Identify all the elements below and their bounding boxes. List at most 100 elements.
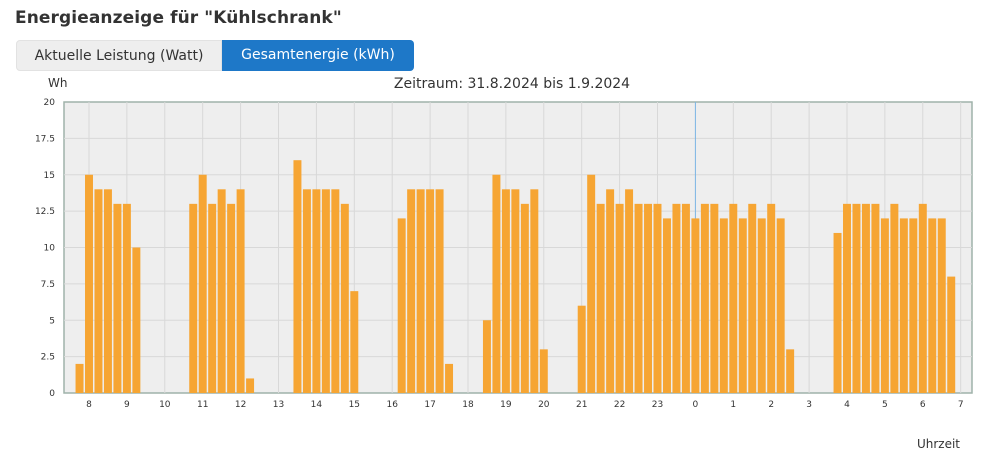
tab-total-energy[interactable]: Gesamtenergie (kWh) xyxy=(222,40,414,71)
view-tabs: Aktuelle Leistung (Watt) Gesamtenergie (… xyxy=(16,40,414,71)
bar xyxy=(397,218,406,393)
bar xyxy=(937,218,946,393)
bar xyxy=(407,189,416,393)
bar xyxy=(757,218,766,393)
bar xyxy=(644,203,653,393)
bar xyxy=(729,203,738,393)
bar xyxy=(445,363,454,393)
bar xyxy=(947,276,956,393)
bar xyxy=(928,218,937,393)
bar xyxy=(122,203,131,393)
x-tick-label: 12 xyxy=(235,400,246,410)
bar xyxy=(103,189,112,393)
bar xyxy=(511,189,520,393)
x-tick-label: 11 xyxy=(197,400,208,410)
bar xyxy=(85,174,93,393)
bar xyxy=(539,349,548,393)
x-tick-label: 21 xyxy=(576,400,587,410)
bar xyxy=(700,203,709,393)
x-tick-label: 6 xyxy=(920,400,926,410)
x-tick-label: 2 xyxy=(768,400,774,410)
bar xyxy=(416,189,425,393)
bar xyxy=(738,218,747,393)
bar xyxy=(596,203,605,393)
bar xyxy=(340,203,349,393)
bar xyxy=(852,203,861,393)
bar-series xyxy=(75,160,956,393)
y-tick-labels: 0 2.5 5 7.5 10 12.5 15 17.5 20 xyxy=(35,98,55,399)
y-tick-label: 0 xyxy=(49,389,55,399)
x-tick-labels: 8 9 10 11 12 13 14 15 16 17 18 19 20 21 22 23 0 1 2 3 4 5 6 7 xyxy=(86,400,963,410)
bar xyxy=(909,218,918,393)
bar xyxy=(899,218,908,393)
bar xyxy=(691,218,700,393)
bar xyxy=(246,378,255,393)
x-axis-label: Uhrzeit xyxy=(917,437,960,451)
bar xyxy=(880,218,889,393)
bar xyxy=(350,291,359,393)
bar xyxy=(198,174,207,393)
x-tick-label: 1 xyxy=(730,400,736,410)
bar xyxy=(217,189,226,393)
x-tick-label: 18 xyxy=(462,400,474,410)
bar xyxy=(321,189,330,393)
bar xyxy=(492,174,501,393)
x-tick-label: 14 xyxy=(311,400,323,410)
tab-current-power[interactable]: Aktuelle Leistung (Watt) xyxy=(16,40,222,71)
x-tick-label: 22 xyxy=(614,400,625,410)
bar xyxy=(482,320,491,393)
bar xyxy=(833,232,842,393)
y-tick-label: 15 xyxy=(44,171,55,181)
bar xyxy=(681,203,690,393)
bar xyxy=(520,203,529,393)
x-tick-label: 4 xyxy=(844,400,850,410)
bar xyxy=(776,218,785,393)
bar xyxy=(634,203,643,393)
bar xyxy=(719,218,728,393)
bar xyxy=(189,203,198,393)
x-tick-label: 17 xyxy=(424,400,435,410)
x-tick-label: 23 xyxy=(652,400,663,410)
bar xyxy=(293,160,302,393)
y-tick-label: 7.5 xyxy=(41,280,55,290)
bar xyxy=(615,203,624,393)
bar xyxy=(662,218,671,393)
bar xyxy=(577,305,586,393)
page-title: Energieanzeige für "Kühlschrank" xyxy=(15,8,342,28)
x-tick-label: 9 xyxy=(124,400,130,410)
x-tick-label: 13 xyxy=(273,400,284,410)
y-tick-label: 10 xyxy=(44,244,56,254)
chart-title: Zeitraum: 31.8.2024 bis 1.9.2024 xyxy=(394,76,630,92)
bar xyxy=(113,203,122,393)
bar xyxy=(426,189,435,393)
y-tick-label: 12.5 xyxy=(35,207,55,217)
x-tick-label: 0 xyxy=(693,400,699,410)
bar xyxy=(861,203,870,393)
y-tick-label: 20 xyxy=(44,98,56,108)
x-tick-label: 15 xyxy=(349,400,360,410)
bar xyxy=(331,189,340,393)
bar xyxy=(672,203,681,393)
bar xyxy=(501,189,510,393)
bar xyxy=(587,174,596,393)
y-tick-label: 5 xyxy=(49,316,55,326)
bar xyxy=(786,349,795,393)
bar xyxy=(625,189,634,393)
x-tick-label: 16 xyxy=(386,400,398,410)
y-tick-label: 17.5 xyxy=(35,134,55,144)
bar xyxy=(227,203,236,393)
bar xyxy=(918,203,927,393)
x-tick-label: 8 xyxy=(86,400,92,410)
bar xyxy=(653,203,662,393)
bar xyxy=(871,203,880,393)
bar xyxy=(208,203,217,393)
bar xyxy=(236,189,245,393)
bar xyxy=(530,189,539,393)
x-tick-label: 19 xyxy=(500,400,512,410)
bar xyxy=(302,189,311,393)
x-tick-label: 5 xyxy=(882,400,888,410)
y-tick-label: 2.5 xyxy=(41,353,55,363)
bar xyxy=(606,189,615,393)
bar xyxy=(710,203,719,393)
